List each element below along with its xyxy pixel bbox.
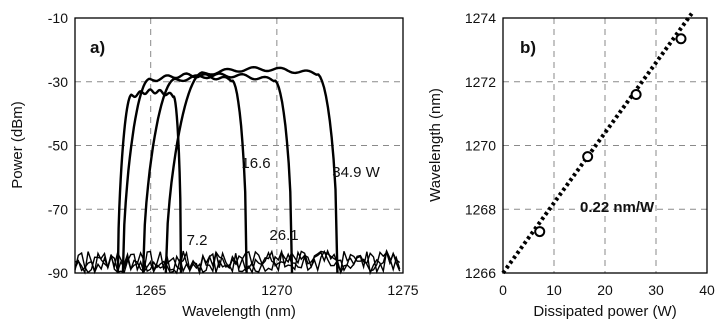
tuning-data (501, 12, 694, 275)
tuning-x-tick-label: 20 (597, 282, 613, 298)
spectra-y-tick-label: -50 (48, 138, 68, 154)
curve-label-34-9: 34.9 W (332, 164, 380, 181)
tuning-grid (503, 18, 707, 273)
data-point-marker (534, 226, 546, 238)
spectra-x-tick-label: 1270 (261, 282, 292, 298)
spectrum-curve-72 (116, 88, 183, 274)
data-point-marker (582, 151, 594, 163)
tuning-y-tick-label: 1266 (465, 265, 496, 281)
spectra-curves (74, 65, 401, 276)
spectra-y-tick-label: -90 (48, 265, 68, 281)
curve-label-16-6: 16.6 (241, 155, 270, 172)
tuning-y-tick-label: 1274 (465, 10, 496, 26)
spectra-grid (75, 18, 403, 273)
spectra-tick-labels: 1265 1270 1275 -10 -30 -50 -70 -90 (48, 10, 419, 298)
spectra-plot-frame (74, 17, 404, 274)
tuning-y-axis-label: Wavelength (nm) (427, 88, 444, 202)
tuning-y-tick-label: 1272 (465, 74, 496, 90)
spectra-y-tick-label: -70 (48, 201, 68, 217)
panel-b-label: b) (520, 38, 536, 57)
tuning-x-tick-label: 10 (546, 282, 562, 298)
spectra-y-tick-label: -30 (48, 74, 68, 90)
spectrum-curve-349 (164, 65, 339, 274)
tuning-x-tick-label: 30 (648, 282, 664, 298)
noise-floor-trace (74, 249, 401, 275)
spectrum-curve-166 (121, 72, 248, 274)
data-point-marker (630, 89, 642, 100)
curve-label-26-1: 26.1 (269, 227, 298, 244)
noise-floor-trace (74, 248, 401, 276)
slope-annotation: 0.22 nm/W (580, 199, 655, 216)
spectra-x-axis-label: Wavelength (nm) (182, 303, 296, 320)
tuning-x-tick-label: 40 (699, 282, 715, 298)
data-point-marker (675, 33, 687, 45)
tuning-y-tick-label: 1270 (465, 138, 496, 154)
tuning-x-axis-label: Dissipated power (W) (533, 303, 676, 320)
spectra-panel: 1265 1270 1275 -10 -30 -50 -70 -90 a) Wavelengt… (9, 10, 419, 320)
tuning-y-tick-label: 1268 (465, 201, 496, 217)
tuning-tick-labels: 0 10 20 30 40 1266 1268 1270 1272 1274 (465, 10, 715, 298)
spectra-x-tick-label: 1275 (387, 282, 418, 298)
curve-label-7-2: 7.2 (187, 232, 208, 249)
spectra-y-axis-label: Power (dBm) (9, 101, 26, 189)
panel-a-label: a) (90, 38, 105, 57)
spectra-y-tick-label: -10 (48, 10, 68, 26)
spectra-x-tick-label: 1265 (135, 282, 166, 298)
tuning-panel: 0 10 20 30 40 1266 1268 1270 1272 1274 b) 0.22 nm… (427, 10, 715, 320)
tuning-plot-frame (502, 17, 708, 274)
tuning-x-tick-label: 0 (499, 282, 507, 298)
